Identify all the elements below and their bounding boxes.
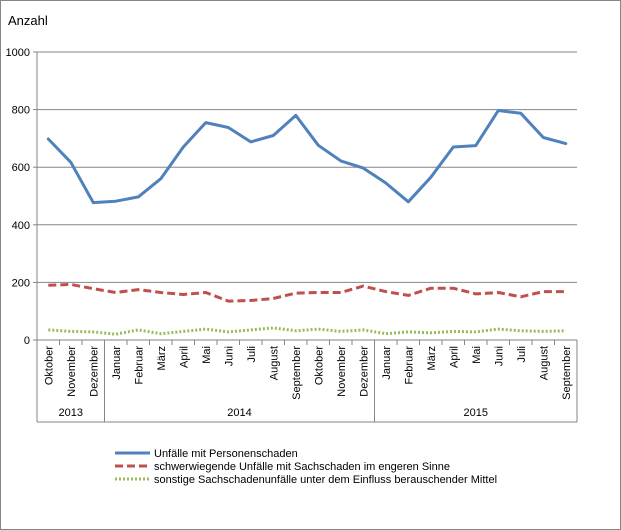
x-tick-label: November [336,346,348,397]
x-tick-label: September [291,346,303,400]
x-tick-label: Mai [201,346,213,364]
y-tick-label: 0 [24,335,30,347]
y-tick-label: 400 [12,220,30,232]
year-group-labels: 2013 2014 2015 [59,407,488,419]
x-tick-label: April [178,346,190,368]
x-tick-label: April [448,346,460,368]
series-lines [46,109,568,336]
y-axis-label: Anzahl [8,13,48,28]
x-tick-labels: Oktober November Dezember Januar Februar März… [43,346,573,400]
y-tick-label: 1000 [6,47,30,59]
x-tick-label: Februar [403,346,415,385]
x-tick-label: August [268,346,280,380]
y-tick-labels: 0 200 400 600 800 1000 [6,47,30,347]
axes [33,51,578,423]
x-tick-label: Juni [223,346,235,366]
x-tick-label: Dezember [358,346,370,397]
x-tick-label: Januar [111,346,123,380]
legend-entry: Unfälle mit Personenschaden [154,448,298,460]
gridlines [37,51,577,283]
x-tick-label: Juli [516,346,528,363]
series-line-3 [48,326,566,336]
x-tick-label: November [66,346,78,397]
x-tick-label: September [561,346,573,400]
year-label: 2015 [464,407,488,419]
x-tick-label: Mai [471,346,483,364]
legend-entry: sonstige Sachschadenunfälle unter dem Ei… [154,474,497,486]
legend-entry: schwerwiegende Unfälle mit Sachschaden i… [154,461,450,473]
year-label: 2014 [227,407,251,419]
x-tick-label: Januar [381,346,393,380]
legend: Unfälle mit Personenschadenschwerwiegend… [115,448,497,486]
x-tick-label: August [538,346,550,380]
y-tick-label: 600 [12,162,30,174]
x-tick-label: Februar [133,346,145,385]
year-label: 2013 [59,407,83,419]
x-tick-label: März [156,346,168,370]
series-line-2 [48,282,566,303]
series-line-1 [46,109,568,205]
x-tick-label: März [426,346,438,370]
x-tick-label: Dezember [88,346,100,397]
x-tick-label: Oktober [313,346,325,385]
x-tick-label: Oktober [43,346,55,385]
x-tick-label: Juli [246,346,258,363]
y-tick-label: 800 [12,105,30,117]
x-tick-label: Juni [493,346,505,366]
y-tick-label: 200 [12,277,30,289]
